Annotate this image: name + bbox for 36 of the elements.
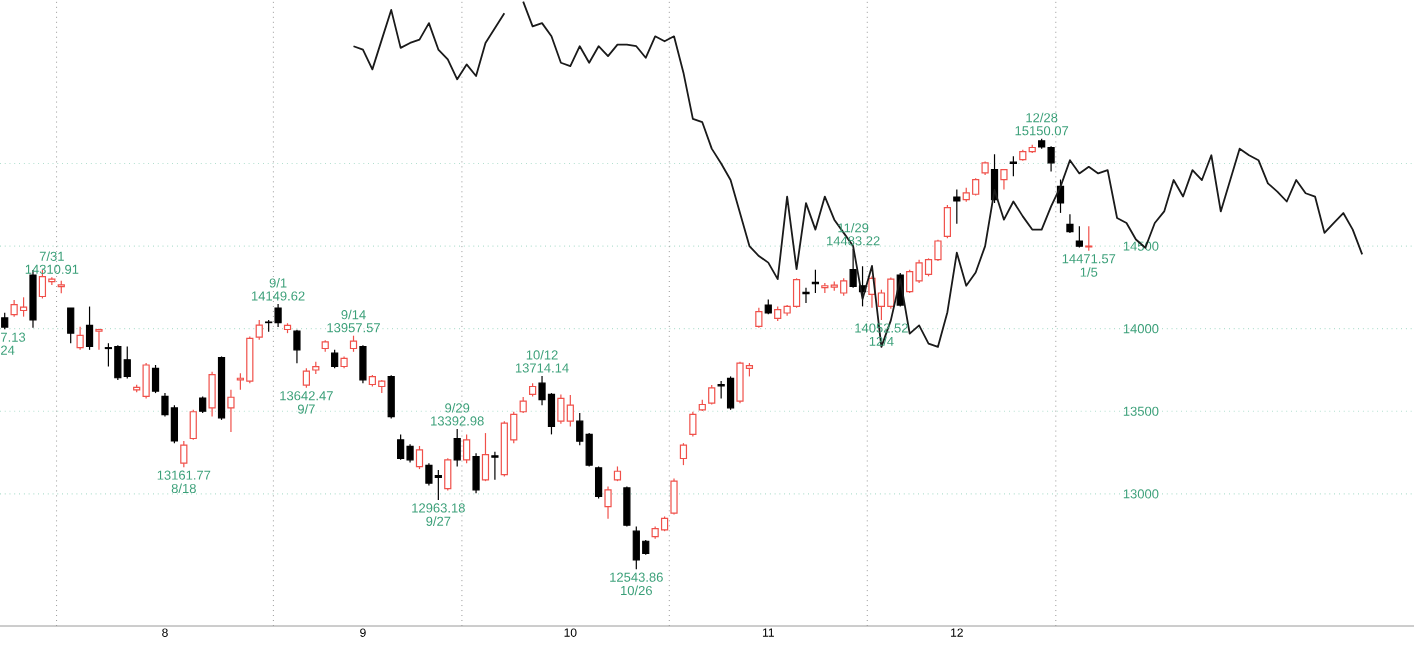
candlestick (67, 307, 75, 344)
candlestick (1075, 225, 1083, 249)
candlestick (208, 371, 216, 418)
candlestick (76, 326, 84, 351)
candlestick (180, 440, 188, 468)
candlestick (708, 384, 716, 406)
candlestick (293, 329, 301, 364)
candlestick (189, 409, 197, 441)
candlestick (670, 477, 678, 516)
candlestick (689, 411, 697, 438)
candlestick (679, 442, 688, 466)
candlestick (953, 189, 961, 225)
candlestick (481, 432, 490, 482)
candlestick (755, 307, 763, 329)
candlestick (1085, 225, 1093, 252)
candlestick (227, 389, 235, 433)
candlestick (463, 433, 471, 464)
candlestick (849, 248, 857, 289)
candlestick (359, 344, 367, 384)
candlestick (943, 204, 952, 239)
candlestick (1000, 169, 1008, 191)
candlestick (604, 485, 612, 520)
candlestick (594, 465, 603, 500)
candlestick (623, 485, 631, 528)
candlestick (491, 451, 499, 481)
candlestick (415, 445, 424, 470)
candlestick (444, 457, 452, 492)
candlestick (453, 428, 461, 468)
candlestick (472, 452, 480, 494)
candlestick (85, 305, 94, 351)
candlestick (1066, 213, 1074, 234)
candlestick (387, 374, 395, 420)
candlestick (802, 287, 810, 304)
candlestick (331, 349, 339, 369)
candlestick (151, 364, 160, 394)
candlestick (255, 319, 263, 341)
